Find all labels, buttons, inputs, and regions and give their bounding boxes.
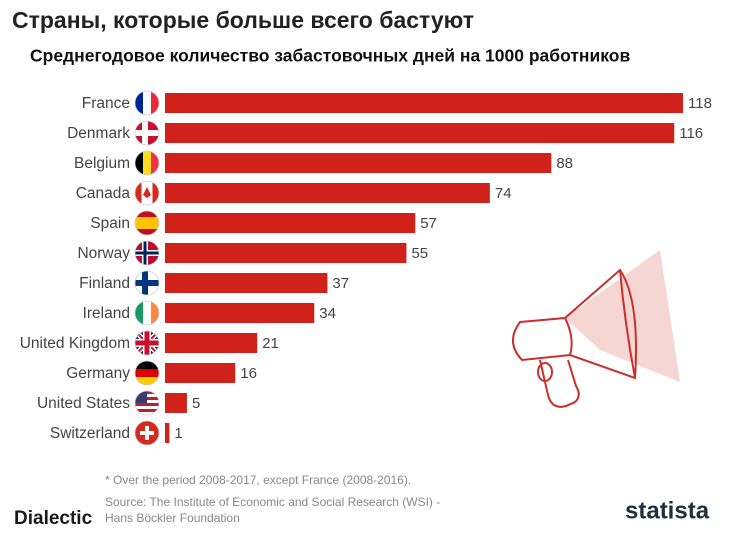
flag-border	[134, 360, 160, 386]
bar	[165, 93, 684, 113]
bar	[165, 303, 315, 323]
y-tick-label: Norway	[77, 245, 130, 262]
y-tick-label: United Kingdom	[20, 335, 130, 352]
flag-stripe	[151, 91, 159, 115]
flag-icon	[135, 361, 159, 385]
bar	[165, 123, 675, 143]
flag-stripe	[135, 403, 159, 406]
data-label: 118	[688, 95, 712, 112]
flag-icon	[135, 151, 159, 175]
flag-border	[134, 270, 160, 296]
flag-icon	[135, 301, 159, 325]
data-label: 57	[420, 215, 437, 232]
source: Hans Böckler Foundation	[105, 511, 240, 525]
y-tick-label: Ireland	[83, 305, 130, 322]
bar	[165, 183, 490, 203]
flag-icon	[135, 421, 159, 445]
data-label: 16	[240, 365, 257, 382]
flag-stripe	[135, 181, 142, 205]
flag-cross	[140, 431, 154, 435]
flag-icon	[135, 121, 159, 145]
flag-stripe	[135, 91, 144, 115]
flag-border	[134, 240, 160, 266]
flag-border	[134, 300, 160, 326]
y-tick-label: Finland	[79, 275, 130, 292]
data-label: 74	[495, 185, 512, 202]
y-tick-label: Spain	[90, 215, 130, 232]
flag-border	[134, 150, 160, 176]
data-label: 88	[556, 155, 573, 172]
flag-stripe	[135, 361, 159, 370]
y-tick-label: Germany	[66, 365, 130, 382]
megaphone-icon	[512, 250, 680, 408]
flag-cross	[135, 280, 159, 286]
flag-icon	[135, 211, 159, 235]
flag-stripe	[135, 151, 144, 175]
flag-icon	[135, 241, 159, 265]
bar	[165, 363, 236, 383]
flag-stripe	[135, 211, 159, 218]
flag-stripe	[135, 369, 159, 378]
y-tick-label: France	[82, 95, 130, 112]
flag-icon	[135, 91, 159, 115]
flag-border	[134, 120, 160, 146]
flag-stripe	[143, 301, 152, 325]
flag-stripe	[135, 409, 159, 412]
data-label: 1	[174, 425, 182, 442]
flag-stripe	[135, 377, 159, 385]
brand-logo: statista	[625, 497, 710, 524]
flag-icon	[135, 271, 159, 295]
flag-cross	[135, 251, 159, 255]
bar	[165, 153, 552, 173]
flag-stripe	[135, 412, 159, 415]
flag-stripe	[143, 91, 152, 115]
flag-cross	[135, 130, 159, 136]
data-label: 55	[411, 245, 428, 262]
y-tick-label: Denmark	[67, 125, 130, 142]
bar	[165, 393, 187, 413]
flag-icon	[135, 331, 159, 355]
bar	[165, 213, 416, 233]
flag-stripe	[135, 406, 159, 409]
source: Source: The Institute of Economic and So…	[105, 495, 440, 509]
chart-subtitle: Среднегодовое количество забастовочных д…	[30, 46, 630, 66]
bar	[165, 333, 258, 353]
footnote: * Over the period 2008-2017, except Fran…	[105, 473, 411, 487]
bar	[165, 273, 328, 293]
flag-stripe	[135, 229, 159, 235]
data-label: 5	[192, 395, 200, 412]
bar	[165, 243, 407, 263]
flag-border	[134, 210, 160, 236]
flag-stripe	[151, 301, 159, 325]
y-tick-label: United States	[37, 395, 130, 412]
flag-stripe	[151, 151, 159, 175]
data-label: 34	[319, 305, 336, 322]
flag-icon	[135, 181, 159, 205]
data-label: 21	[262, 335, 279, 352]
flag-leaf	[143, 187, 151, 198]
chart-title: Страны, которые больше всего бастуют	[12, 7, 474, 33]
flag-stripe	[135, 301, 144, 325]
flag-border	[134, 420, 160, 446]
y-tick-label: Belgium	[74, 155, 130, 172]
bar	[165, 423, 170, 443]
flag-stripe	[152, 181, 159, 205]
flag-border	[134, 390, 160, 416]
flag-border	[134, 180, 160, 206]
y-tick-label: Canada	[76, 185, 131, 202]
flag-border	[134, 330, 160, 356]
data-label: 116	[679, 125, 703, 142]
y-tick-label: Switzerland	[50, 425, 130, 442]
flag-cross	[135, 340, 159, 346]
flag-stripe	[135, 217, 159, 230]
flag-border	[134, 90, 160, 116]
flag-stripe	[143, 151, 152, 175]
data-label: 37	[332, 275, 349, 292]
watermark: Dialectic	[14, 508, 93, 529]
